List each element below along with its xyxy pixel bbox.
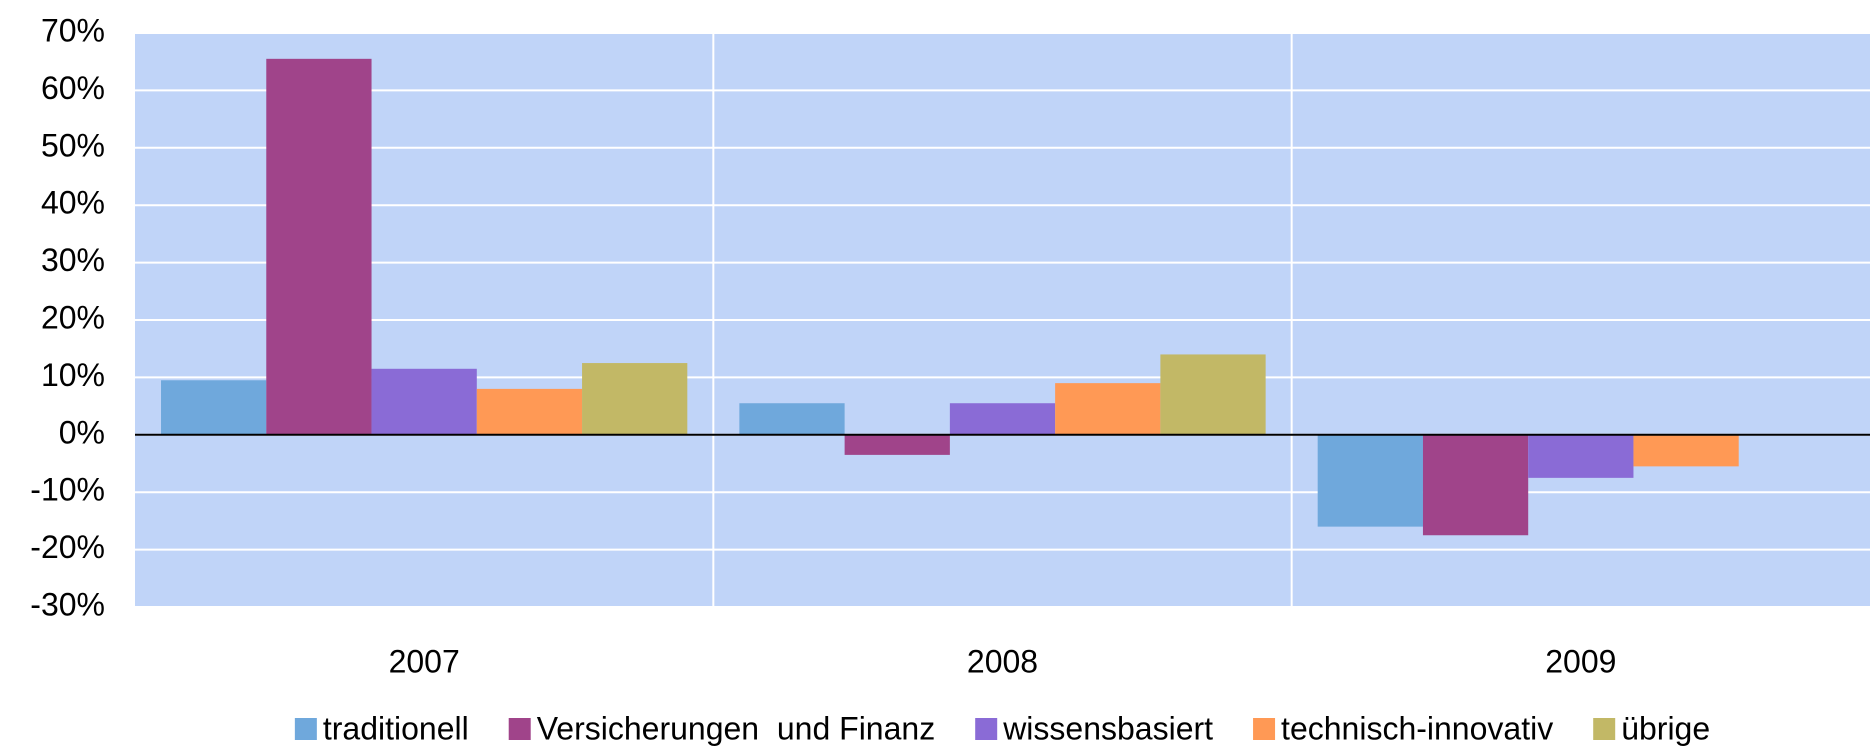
bar — [476, 388, 583, 435]
y-tick-label: 60% — [41, 70, 105, 106]
legend-label: Versicherungen und Finanz — [537, 710, 935, 746]
legend-swatch — [508, 718, 531, 740]
legend-swatch — [1253, 718, 1276, 740]
bar — [739, 403, 845, 435]
bar — [1528, 434, 1634, 478]
y-tick-label: 0% — [59, 414, 105, 450]
legend-label: technisch-innovativ — [1281, 710, 1553, 746]
y-tick-label: -30% — [30, 586, 105, 622]
legend-swatch — [294, 718, 317, 740]
x-tick-label: 2009 — [1545, 643, 1616, 679]
y-tick-label: 50% — [41, 127, 105, 163]
legend-swatch — [975, 718, 998, 740]
y-tick-label: 70% — [41, 12, 105, 48]
bar — [371, 368, 477, 435]
y-tick-label: -20% — [30, 529, 105, 565]
y-tick-label: 40% — [41, 185, 105, 221]
bar — [266, 58, 372, 435]
bar — [949, 403, 1056, 435]
bar — [161, 380, 267, 435]
x-tick-label: 2008 — [967, 643, 1038, 679]
y-tick-label: 10% — [41, 357, 105, 393]
legend-label: wissensbasiert — [1002, 710, 1213, 746]
legend-swatch — [1593, 718, 1616, 740]
bar — [1055, 383, 1161, 435]
bar — [1317, 434, 1423, 527]
y-tick-label: 20% — [41, 299, 105, 335]
bar — [1160, 354, 1266, 435]
bar — [1633, 434, 1739, 467]
y-tick-label: 30% — [41, 242, 105, 278]
bar — [1422, 434, 1529, 536]
bar — [844, 434, 950, 455]
legend-label: übrige — [1621, 710, 1710, 746]
legend-label: traditionell — [323, 710, 469, 746]
x-tick-label: 2007 — [389, 643, 460, 679]
y-tick-label: -10% — [30, 472, 105, 508]
bar — [582, 363, 688, 435]
